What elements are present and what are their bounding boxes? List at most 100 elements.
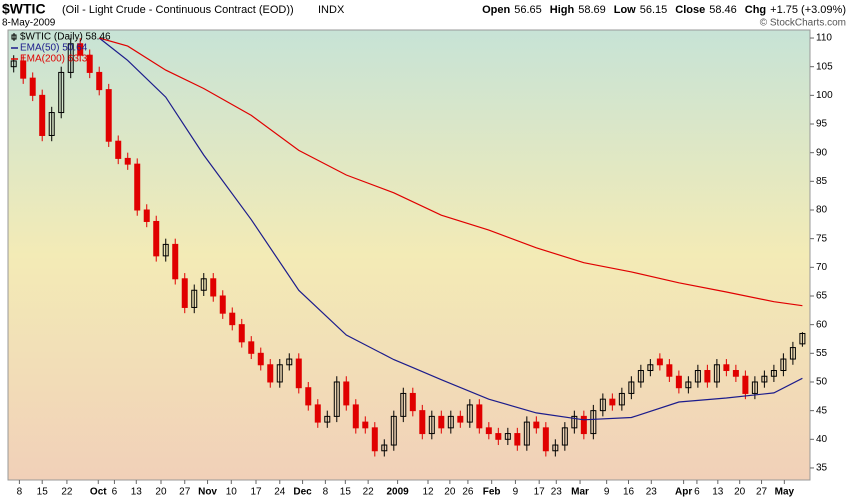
candle-body — [571, 415, 578, 429]
candle-body — [286, 358, 293, 366]
candle-body — [789, 347, 796, 360]
candle-body — [599, 398, 606, 412]
candle-body — [305, 387, 312, 406]
x-tick-label: 20 — [734, 487, 746, 498]
y-tick-label: 100 — [816, 90, 833, 101]
y-tick-label: 75 — [816, 233, 828, 244]
candle-body — [694, 370, 701, 383]
candle-body — [96, 71, 103, 91]
candle-body — [77, 43, 84, 56]
candle-body — [457, 415, 464, 423]
x-tick-label: Dec — [293, 487, 312, 498]
candle-body — [409, 392, 416, 412]
candle-body — [333, 381, 340, 417]
candle-body — [257, 352, 264, 366]
candle-body — [504, 433, 511, 440]
quote-label: High — [550, 4, 575, 16]
x-tick-label: 9 — [513, 487, 519, 498]
x-tick-label: 17 — [534, 487, 546, 498]
x-tick-label: 23 — [646, 487, 658, 498]
candle-body — [352, 404, 359, 429]
x-tick-label: 8 — [17, 487, 23, 498]
x-tick-label: 20 — [155, 487, 167, 498]
plot-area — [7, 29, 811, 481]
candle-body — [628, 381, 635, 394]
x-tick-label: Feb — [483, 487, 501, 498]
y-tick-label: 65 — [816, 291, 828, 302]
x-tick-label: 10 — [226, 487, 238, 498]
quote-value: 58.46 — [709, 4, 737, 16]
candle-body — [67, 43, 74, 73]
quote: Open 56.65 High 58.69 Low 56.15 Close 58.46 Chg +… — [482, 4, 846, 16]
candle-body — [637, 370, 644, 383]
x-tick-label: 15 — [340, 487, 352, 498]
candle-body — [495, 433, 502, 440]
candle-body — [343, 381, 350, 406]
y-tick-label: 90 — [816, 147, 828, 158]
x-tick-label: Mar — [571, 487, 589, 498]
x-tick-label: 26 — [462, 487, 474, 498]
candle-body — [172, 243, 179, 280]
candle-body — [647, 364, 654, 372]
candle-body — [295, 358, 302, 389]
candle-body — [580, 415, 587, 435]
candle-body — [219, 295, 226, 314]
candle-body — [238, 324, 245, 343]
candle-body — [153, 220, 160, 257]
x-tick-label: 6 — [694, 487, 700, 498]
candle-body — [229, 312, 236, 326]
candle-body — [314, 404, 321, 423]
candle-body — [181, 278, 188, 308]
candle-body — [542, 427, 549, 452]
candle-body — [20, 60, 27, 79]
x-tick-label: Apr — [675, 487, 692, 498]
candle-body — [485, 427, 492, 435]
candle-body — [86, 54, 93, 73]
x-tick-label: 13 — [131, 487, 143, 498]
x-tick-label: May — [775, 487, 795, 498]
candle-body — [609, 398, 616, 406]
candle-body — [248, 341, 255, 354]
candle-body — [362, 421, 369, 429]
candle-body — [656, 358, 663, 366]
x-tick-label: 20 — [444, 487, 456, 498]
x-tick-label: 16 — [623, 487, 635, 498]
candle-body — [10, 60, 17, 68]
candle-body — [105, 89, 112, 142]
y-tick-label: 105 — [816, 61, 833, 72]
candle-body — [675, 375, 682, 389]
x-tick-label: 24 — [274, 487, 286, 498]
candle-body — [590, 410, 597, 435]
candle-body — [400, 392, 407, 417]
candle-body — [115, 140, 122, 159]
x-tick-label: 6 — [112, 487, 118, 498]
candle-body — [390, 415, 397, 446]
candle-body — [533, 421, 540, 429]
x-tick-label: 27 — [756, 487, 768, 498]
candle-body — [704, 370, 711, 383]
candle-body — [210, 278, 217, 297]
x-tick-label: 17 — [250, 487, 262, 498]
y-tick-label: 40 — [816, 434, 828, 445]
legend-swatch — [11, 34, 17, 40]
candle-body — [324, 415, 331, 423]
candle-body — [476, 404, 483, 429]
candle-body — [371, 427, 378, 452]
credit: © StockCharts.com — [760, 18, 846, 29]
y-tick-label: 80 — [816, 205, 828, 216]
candle-body — [200, 278, 207, 291]
quote-value: 56.65 — [514, 4, 542, 16]
exchange: INDX — [318, 4, 345, 16]
candle-body — [191, 289, 198, 308]
ema-line — [99, 37, 803, 307]
x-tick-label: 13 — [712, 487, 724, 498]
candle-body — [618, 392, 625, 406]
quote-value: 56.15 — [640, 4, 668, 16]
date: 8-May-2009 — [2, 18, 56, 29]
x-tick-label: 9 — [604, 487, 610, 498]
y-tick-label: 60 — [816, 319, 828, 330]
candle-body — [39, 94, 46, 136]
candle-body — [732, 370, 739, 377]
chart-title: (Oil - Light Crude - Continuous Contract… — [62, 4, 294, 16]
candle-body — [134, 163, 141, 211]
